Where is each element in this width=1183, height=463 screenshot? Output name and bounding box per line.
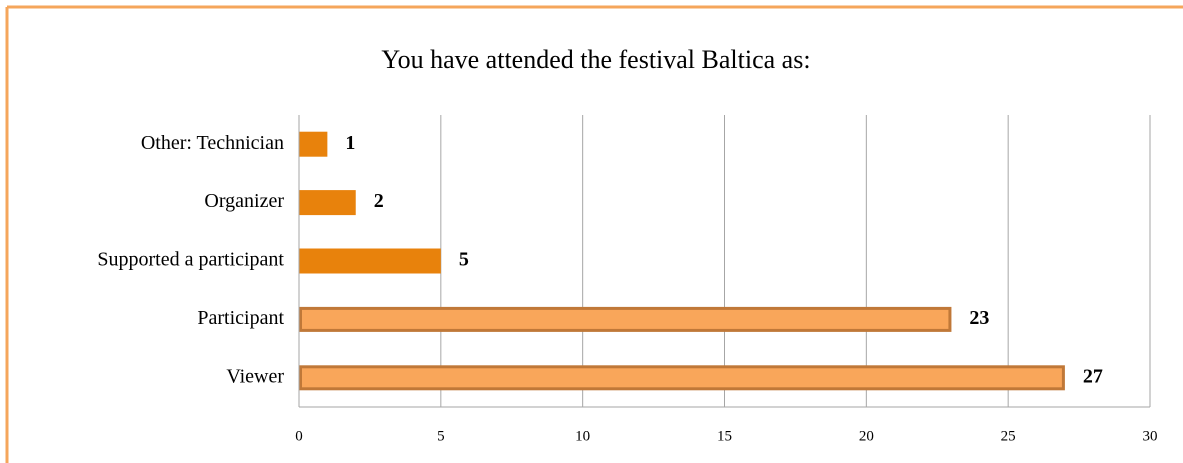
x-tick-label: 10 xyxy=(575,428,590,444)
x-tick-label: 30 xyxy=(1143,428,1158,444)
value-label: 23 xyxy=(969,307,989,329)
bar xyxy=(299,365,1065,391)
x-tick-label: 20 xyxy=(859,428,874,444)
x-tick-label: 25 xyxy=(1001,428,1016,444)
x-tick-label: 0 xyxy=(295,428,303,444)
y-tick-label: Participant xyxy=(197,307,284,329)
x-tick-label: 15 xyxy=(717,428,732,444)
x-tick-label: 5 xyxy=(437,428,445,444)
y-tick-label: Organizer xyxy=(204,190,284,212)
bar xyxy=(299,190,356,216)
bar xyxy=(299,131,328,157)
bar xyxy=(299,306,952,332)
value-label: 5 xyxy=(459,249,469,271)
value-label: 1 xyxy=(345,132,355,154)
y-tick-label: Viewer xyxy=(226,365,284,387)
y-tick-label: Supported a participant xyxy=(97,249,284,271)
chart-title: You have attended the festival Baltica a… xyxy=(381,45,810,74)
bar xyxy=(299,248,441,274)
value-label: 2 xyxy=(374,190,384,212)
y-tick-label: Other: Technician xyxy=(141,132,284,154)
value-label: 27 xyxy=(1083,365,1103,387)
